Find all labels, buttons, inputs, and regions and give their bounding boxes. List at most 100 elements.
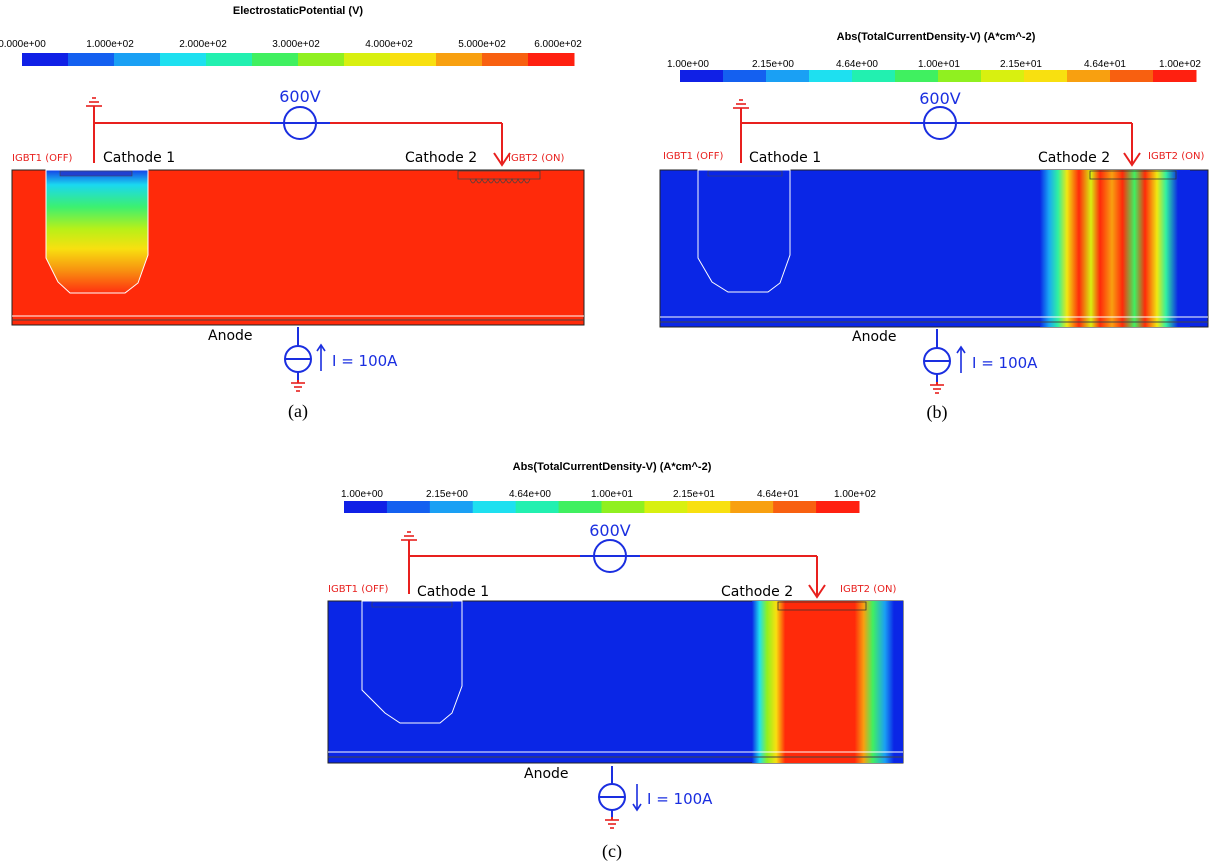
current-label: I = 100A — [972, 354, 1038, 372]
colorbar-segment — [183, 53, 207, 66]
colorbar-segment — [1067, 70, 1089, 82]
colorbar-segment — [1024, 70, 1046, 82]
current-density-region — [752, 601, 903, 763]
colorbar-segment — [873, 70, 896, 82]
colorbar-tick: 4.64e+01 — [757, 489, 799, 500]
circuit — [86, 97, 511, 167]
current-source — [923, 329, 966, 394]
igbt2-label: IGBT2 (ON) — [1148, 151, 1204, 162]
colorbar-segment — [981, 70, 1003, 82]
colorbar-segment — [830, 70, 853, 82]
colorbar-segment — [505, 53, 529, 66]
colorbar-segment — [787, 70, 810, 82]
panel-a: ElectrostaticPotential (V) 0.000e+00 1.0… — [0, 5, 585, 422]
colorbar-segment — [744, 70, 767, 82]
anode-label: Anode — [524, 766, 569, 782]
colorbar-segment — [665, 501, 688, 513]
colorbar-segment — [22, 53, 46, 66]
current-label: I = 100A — [332, 352, 398, 370]
cathode1-label: Cathode 1 — [103, 150, 175, 166]
colorbar-segment — [252, 53, 276, 66]
colorbar-segment — [809, 70, 831, 82]
colorbar-segment — [472, 501, 495, 513]
colorbar-segment — [344, 501, 366, 513]
circuit — [401, 531, 826, 599]
colorbar-segment — [852, 70, 874, 82]
colorbar — [344, 501, 860, 513]
cathode1-label: Cathode 1 — [749, 150, 821, 166]
colorbar-segment — [344, 53, 368, 66]
colorbar-tick: 1.00e+00 — [341, 489, 383, 500]
colorbar-segment — [723, 70, 745, 82]
colorbar-tick: 2.15e+01 — [673, 489, 715, 500]
colorbar-segment — [773, 501, 796, 513]
colorbar-segment — [687, 501, 710, 513]
arrow-down-icon — [493, 152, 511, 167]
colorbar-segment — [408, 501, 431, 513]
colorbar-segment — [429, 501, 452, 513]
junction-contour — [361, 600, 463, 724]
colorbar-segment — [459, 53, 483, 66]
colorbar-segment — [916, 70, 939, 82]
colorbar-segment — [1131, 70, 1154, 82]
colorbar-title: Abs(TotalCurrentDensity-V) (A*cm^-2) — [837, 31, 1036, 43]
colorbar-tick: 4.64e+01 — [1084, 59, 1126, 70]
colorbar-segment — [482, 53, 506, 66]
panel-caption: (c) — [602, 841, 622, 862]
voltage-label: 600V — [589, 521, 631, 540]
colorbar-segment — [959, 70, 982, 82]
cathode2-label: Cathode 2 — [1038, 150, 1110, 166]
colorbar-segment — [229, 53, 253, 66]
colorbar-segment — [413, 53, 437, 66]
colorbar-segment — [751, 501, 774, 513]
colorbar-segment — [551, 53, 575, 66]
colorbar-segment — [275, 53, 299, 66]
igbt2-label: IGBT2 (ON) — [508, 153, 564, 164]
colorbar-segment — [390, 53, 414, 66]
junction-contour — [697, 169, 791, 293]
colorbar-segment — [794, 501, 817, 513]
igbt1-label: IGBT1 (OFF) — [328, 584, 388, 595]
colorbar — [22, 53, 575, 66]
colorbar-segment — [816, 501, 839, 513]
colorbar-segment — [321, 53, 345, 66]
colorbar-segment — [938, 70, 960, 82]
colorbar-segment — [206, 53, 230, 66]
colorbar-tick: 1.00e+02 — [834, 489, 876, 500]
colorbar-segment — [537, 501, 560, 513]
colorbar-segment — [622, 501, 645, 513]
cathode2-trenches — [1089, 170, 1177, 180]
arrow-down-icon — [1123, 152, 1141, 167]
colorbar-segment — [367, 53, 391, 66]
colorbar-segment — [1088, 70, 1111, 82]
colorbar-title: ElectrostaticPotential (V) — [233, 5, 364, 17]
colorbar-segment — [895, 70, 917, 82]
colorbar-segment — [837, 501, 860, 513]
circuit — [733, 99, 1141, 167]
cathode1-trenches — [707, 170, 783, 177]
colorbar-segment — [160, 53, 184, 66]
colorbar-tick: 2.15e+01 — [1000, 59, 1042, 70]
panel-c: Abs(TotalCurrentDensity-V) (A*cm^-2) 1.0… — [327, 461, 904, 862]
colorbar-segment — [1002, 70, 1025, 82]
cathode2-trenches — [777, 601, 867, 611]
current-label: I = 100A — [647, 790, 713, 808]
colorbar-tick: 4.64e+00 — [836, 59, 878, 70]
colorbar-tick: 1.00e+02 — [1159, 59, 1201, 70]
current-density-region — [1040, 170, 1190, 327]
panel-b: Abs(TotalCurrentDensity-V) (A*cm^-2) 1.0… — [659, 31, 1209, 423]
colorbar-tick: 1.00e+00 — [667, 59, 709, 70]
cathode1-label: Cathode 1 — [417, 584, 489, 600]
colorbar-ticks: 0.000e+00 1.000e+02 2.000e+02 3.000e+02 … — [0, 39, 582, 50]
colorbar-tick: 5.000e+02 — [458, 39, 506, 50]
colorbar-tick: 1.00e+01 — [918, 59, 960, 70]
cathode2-label: Cathode 2 — [405, 150, 477, 166]
colorbar-tick: 1.00e+01 — [591, 489, 633, 500]
colorbar-tick: 6.000e+02 — [534, 39, 582, 50]
colorbar-segment — [680, 70, 702, 82]
current-source — [598, 766, 642, 829]
voltage-label: 600V — [279, 87, 321, 106]
colorbar-segment — [1174, 70, 1197, 82]
colorbar-tick: 2.15e+00 — [426, 489, 468, 500]
colorbar-segment — [580, 501, 602, 513]
